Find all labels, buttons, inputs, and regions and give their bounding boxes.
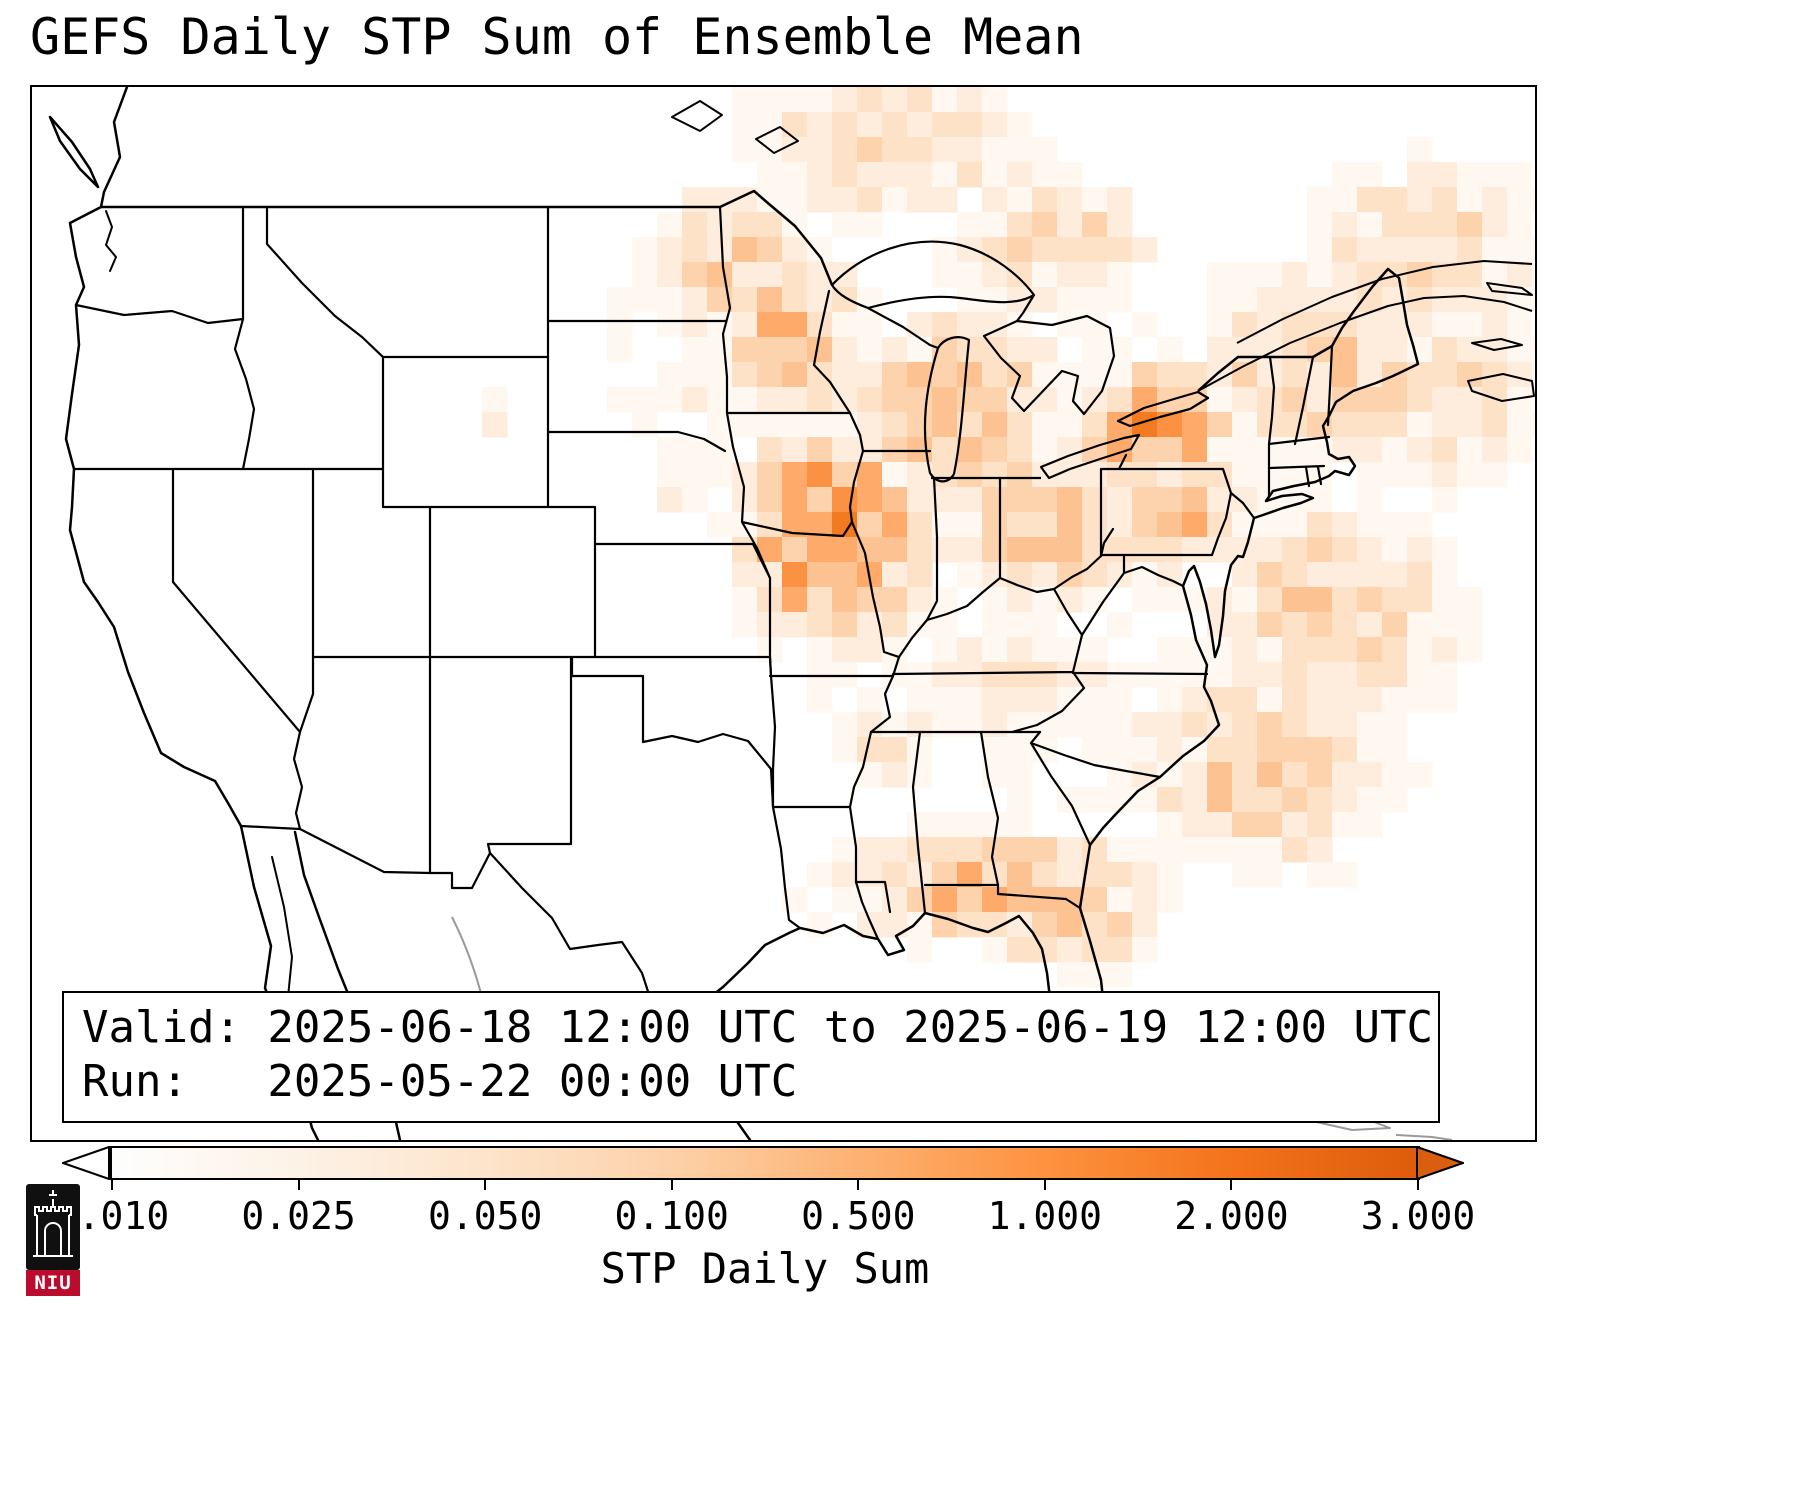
us-map <box>48 87 1535 1140</box>
colorbar-tick-label: 3.000 <box>1360 1194 1476 1238</box>
lake-ontario <box>1116 390 1210 428</box>
arkansas-louisiana-texas-borders <box>641 674 895 930</box>
colorbar-tick-mark <box>1043 1180 1046 1190</box>
under-arrow-shape <box>62 1146 110 1180</box>
colorbar-tick-label: 0.050 <box>427 1194 543 1238</box>
lake-michigan <box>923 336 971 483</box>
canada-coast-details <box>671 100 1535 402</box>
colorbar-tick-label: 0.025 <box>241 1194 356 1238</box>
great-lakes <box>830 240 1210 483</box>
colorbar-tick-label: 0.100 <box>614 1194 729 1238</box>
mid-atlantic-borders <box>1080 453 1256 637</box>
prince-edward-island <box>1471 338 1523 351</box>
georgia-carolinas-borders <box>1029 671 1209 847</box>
niu-castle-icon <box>26 1184 80 1270</box>
page-title: GEFS Daily STP Sum of Ensemble Mean <box>30 8 1084 66</box>
colorbar-title: STP Daily Sum <box>600 1244 930 1293</box>
deep-south-borders <box>854 730 1082 915</box>
run-time-line: Run: 2025-05-22 00:00 UTC <box>82 1056 798 1107</box>
colorbar-under-arrow <box>62 1146 110 1180</box>
coast-british-columbia <box>99 87 129 209</box>
colorbar-tick-mark <box>297 1180 300 1190</box>
vancouver-island <box>48 115 100 189</box>
puget-sound <box>105 210 117 272</box>
canadian-lakes <box>671 100 799 154</box>
colorbar-bar <box>110 1146 1420 1180</box>
colorbar-tick-label: 0.500 <box>801 1194 916 1238</box>
st-lawrence-north-shore <box>1236 260 1533 344</box>
colorbar-tick-mark <box>670 1180 673 1190</box>
coast-gulf-atlantic <box>702 267 1420 1102</box>
niu-logo-text: NIU <box>26 1270 80 1296</box>
kentucky-tennessee-borders <box>869 467 1103 734</box>
heatmap-cells <box>482 87 1535 988</box>
nebraska-kansas-border <box>593 542 772 580</box>
michigan-up-border <box>867 294 1035 350</box>
colorbar-tick-label: 2.000 <box>1174 1194 1289 1238</box>
over-arrow-shape <box>1416 1146 1464 1180</box>
colorbar-over-arrow <box>1416 1146 1464 1180</box>
plains-state-borders <box>265 205 773 875</box>
lake-erie <box>1039 433 1141 480</box>
new-england-borders <box>1267 344 1334 498</box>
st-lawrence-south-shore <box>1197 295 1533 392</box>
colorbar-tick-mark <box>111 1180 113 1190</box>
cuba-east-tail <box>1395 1134 1453 1140</box>
colorbar-tick-mark <box>1230 1180 1233 1190</box>
colorbar-tick-mark <box>857 1180 860 1190</box>
niu-logo: NIU <box>26 1184 80 1296</box>
valid-time-line: Valid: 2025-06-18 12:00 UTC to 2025-06-1… <box>82 1002 1434 1053</box>
colorbar-tick-mark <box>484 1180 487 1190</box>
colorbar-tick-label: 1.000 <box>987 1194 1103 1238</box>
state-boundaries <box>72 205 1334 1075</box>
coast-pacific <box>64 205 243 828</box>
lake-huron <box>982 314 1116 416</box>
map-frame <box>30 85 1537 1142</box>
info-box: Valid: 2025-06-18 12:00 UTC to 2025-06-1… <box>62 991 1440 1123</box>
nova-scotia <box>1467 373 1535 402</box>
colorbar-tick-mark <box>1417 1180 1419 1190</box>
anticosti-island <box>1486 282 1533 296</box>
border-45th-st-lawrence <box>1197 355 1313 392</box>
west-coast-state-borders <box>72 205 712 1075</box>
